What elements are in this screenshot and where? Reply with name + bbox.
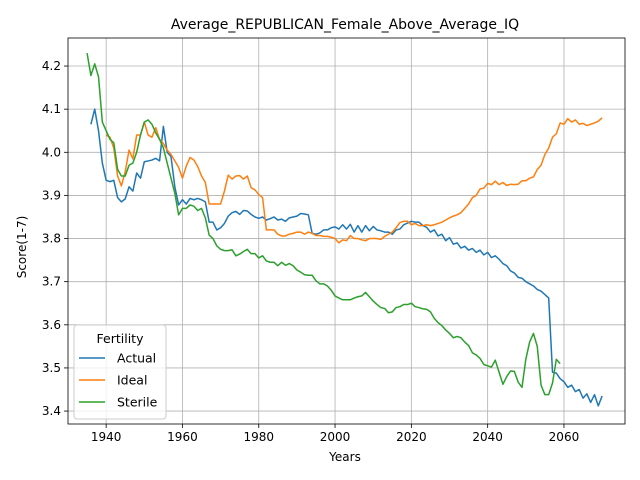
y-tick-label: 3.9 (42, 188, 61, 202)
series-line-actual (90, 108, 603, 407)
y-tick-label: 3.4 (42, 404, 61, 418)
series-lines (86, 52, 603, 407)
y-tick-label: 3.7 (42, 275, 61, 289)
legend-entries: Actual Ideal Sterile (79, 351, 158, 410)
y-tick-label: 4.0 (42, 145, 61, 159)
series-line-sterile (86, 52, 561, 396)
legend-label-ideal: Ideal (117, 373, 147, 388)
x-tick-label: 2000 (320, 430, 351, 444)
axis-ticks: 1940 1960 1980 2000 2020 2040 2060 3.4 3.5 3.6 3.7… (42, 59, 579, 444)
y-tick-label: 4.1 (42, 102, 61, 116)
x-axis-label: Years (328, 450, 361, 464)
chart-title: Average_REPUBLICAN_Female_Above_Average_… (171, 17, 519, 33)
y-tick-label: 4.2 (42, 59, 61, 73)
legend-box (73, 324, 167, 420)
x-tick-label: 2040 (472, 430, 503, 444)
x-tick-label: 2020 (396, 430, 427, 444)
legend-label-actual: Actual (117, 351, 156, 366)
x-tick-label: 1940 (91, 430, 122, 444)
legend: Fertility Actual Ideal Sterile (73, 324, 167, 420)
legend-label-sterile: Sterile (117, 395, 158, 410)
legend-title: Fertility (97, 331, 145, 346)
y-tick-label: 3.5 (42, 361, 61, 375)
series-line-ideal (105, 117, 603, 244)
y-tick-label: 3.8 (42, 232, 61, 246)
x-tick-label: 2060 (549, 430, 580, 444)
plot-frame (67, 37, 626, 425)
x-tick-label: 1960 (167, 430, 198, 444)
y-tick-label: 3.6 (42, 318, 61, 332)
y-axis-label: Score(1-7) (15, 216, 29, 279)
x-tick-label: 1980 (243, 430, 274, 444)
